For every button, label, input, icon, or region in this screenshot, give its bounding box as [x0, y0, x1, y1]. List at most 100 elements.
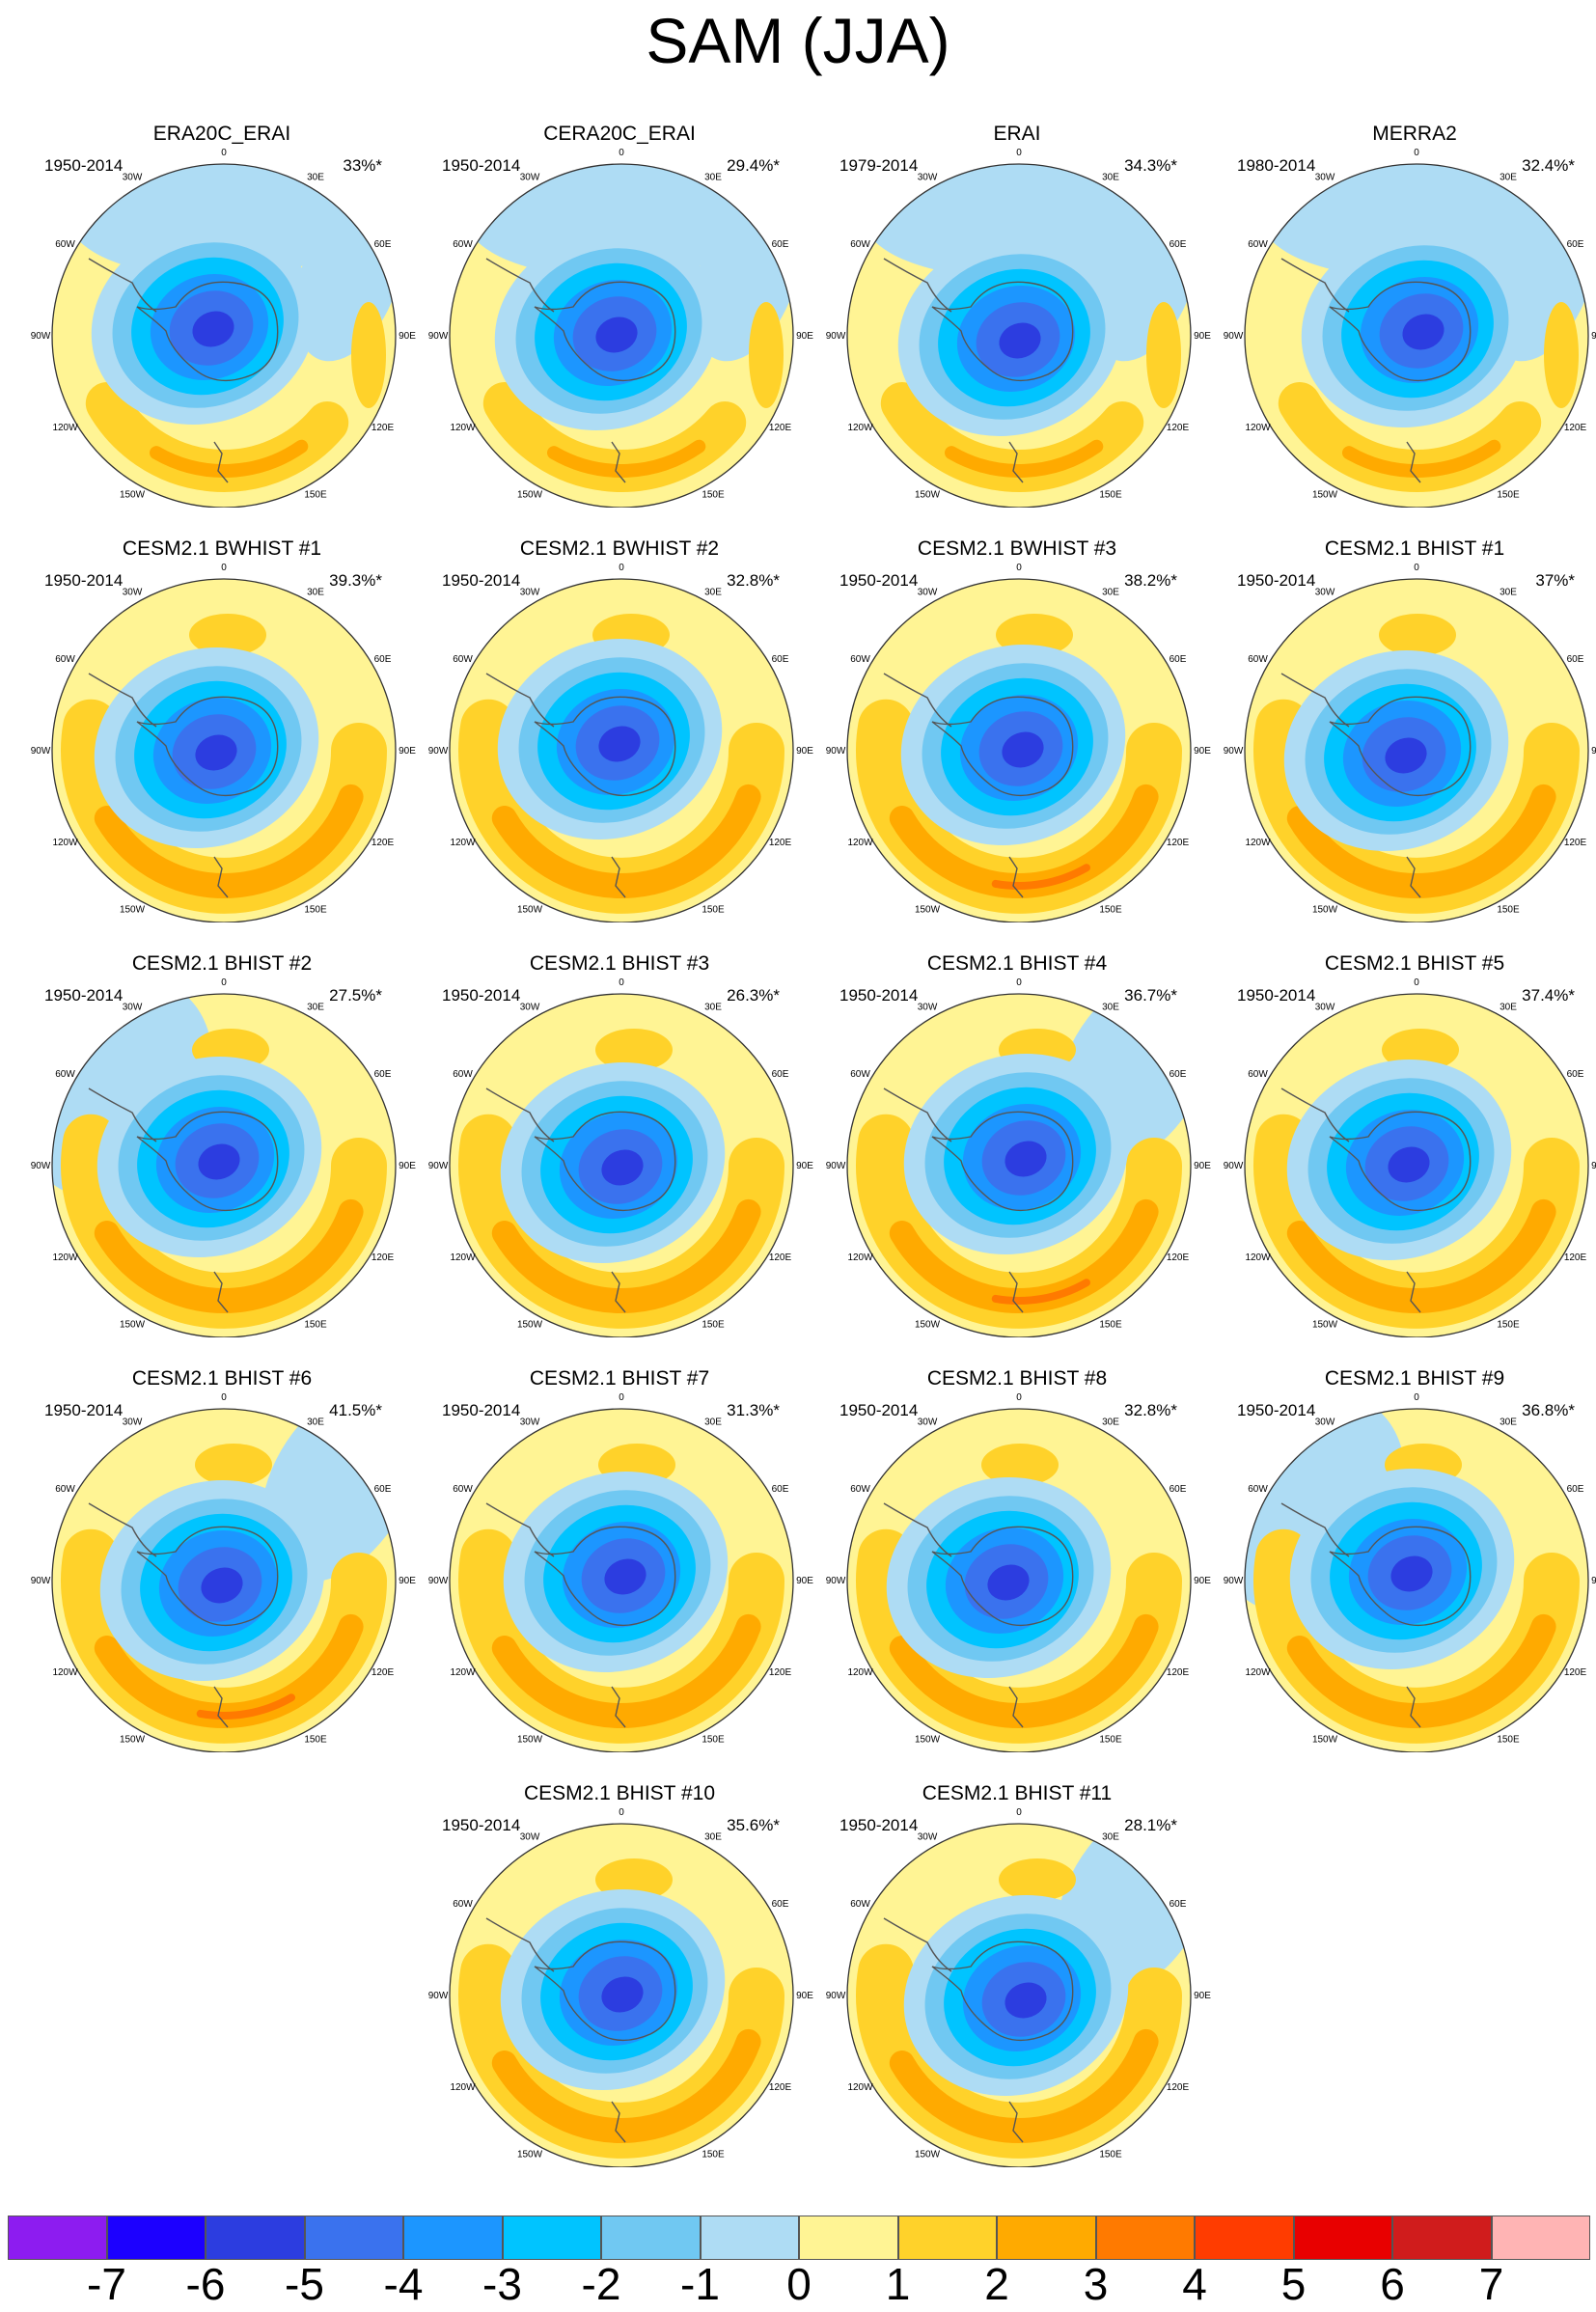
map-boundary [51, 578, 397, 922]
longitude-label: 120W [847, 1252, 873, 1263]
longitude-label: 30E [1102, 1832, 1119, 1843]
longitude-label: 120W [1245, 1252, 1271, 1263]
contour-positive-belt-core [491, 2028, 761, 2143]
longitude-label: 60E [1567, 1069, 1584, 1080]
colorbar-box [997, 2216, 1096, 2260]
antarctica-coastline [931, 1111, 1074, 1212]
south-america-coastline [88, 1087, 157, 1142]
contour-positive-east [749, 302, 784, 408]
map-boundary [449, 578, 794, 922]
longitude-label: 90E [399, 1161, 416, 1171]
new-zealand-coastline [1008, 2101, 1024, 2143]
longitude-label: 120E [769, 1667, 792, 1678]
colorbar-box [106, 2216, 206, 2260]
colorbar-label: 6 [1380, 2259, 1405, 2309]
antarctica-coastline [136, 696, 279, 797]
south-america-coastline [88, 1502, 157, 1557]
contour-negative-level [1385, 737, 1427, 774]
colorbar-box [304, 2216, 403, 2260]
south-america-coastline [485, 1917, 555, 1972]
polar-map: 030E60E90E120E150E180150W120W90W60W30W [826, 977, 1211, 1337]
panel-title: CERA20C_ERAI [543, 123, 696, 145]
contour-negative-level [1390, 1555, 1433, 1592]
longitude-label: 30E [704, 1417, 722, 1428]
longitude-label: 90W [31, 1161, 51, 1171]
map-panel: 030E60E90E120E150E180150W120W90W60W30WCE… [818, 1366, 1216, 1752]
longitude-label: 30W [1315, 173, 1335, 183]
colorbar: -7 -6 -5 -4 -3 -2 -1 0 1 2 3 4 5 6 7 [8, 2216, 1590, 2308]
longitude-label: 150W [517, 2150, 543, 2161]
map-boundary [449, 993, 794, 1337]
map-panel: 030E60E90E120E150E180150W120W90W60W30WCE… [818, 951, 1216, 1337]
longitude-label: 120W [450, 2082, 476, 2093]
contour-positive-north [981, 1444, 1059, 1486]
contour-negative-north [865, 164, 1154, 278]
map-boundary [1244, 163, 1589, 508]
south-america-coastline [1280, 258, 1350, 313]
longitude-label: 150W [517, 1320, 543, 1331]
longitude-label: 120E [1564, 1667, 1587, 1678]
panel-variance: 36.7%* [1124, 986, 1177, 1005]
longitude-label: 90E [1194, 746, 1211, 757]
south-america-coastline [883, 673, 952, 728]
map-panel: 030E60E90E120E150E180150W120W90W60W30WCE… [421, 1781, 818, 2167]
panel-period: 1980-2014 [1237, 156, 1316, 175]
antarctica-coastline [1329, 281, 1472, 382]
longitude-label: 120W [847, 838, 873, 848]
longitude-label: 90E [796, 331, 813, 342]
antarctica-coastline [931, 1940, 1074, 2042]
contour-positive-belt-core [1342, 439, 1501, 478]
contour-negative-level [987, 1564, 1030, 1601]
longitude-label: 30W [918, 1417, 938, 1428]
longitude-label: 150W [517, 490, 543, 501]
polar-map: 030E60E90E120E150E180150W120W90W60W30W [428, 563, 813, 922]
polar-map: 030E60E90E120E150E180150W120W90W60W30W [1224, 977, 1596, 1337]
longitude-label: 150E [702, 1735, 725, 1746]
polar-map: 030E60E90E120E150E180150W120W90W60W30W [1224, 148, 1596, 508]
longitude-label: 60E [374, 239, 392, 250]
longitude-label: 60W [55, 1069, 75, 1080]
panel-period: 1950-2014 [44, 571, 124, 590]
longitude-label: 0 [1414, 148, 1419, 158]
panel-period: 1950-2014 [1237, 986, 1316, 1005]
longitude-label: 60W [850, 1899, 870, 1910]
longitude-label: 150E [304, 1320, 327, 1331]
longitude-label: 90E [399, 746, 416, 757]
panel-variance: 31.3%* [727, 1401, 780, 1419]
panel-variance: 32.4%* [1522, 156, 1575, 175]
longitude-label: 30W [520, 1003, 540, 1013]
colorbar-box [897, 2216, 997, 2260]
longitude-label: 150W [915, 490, 941, 501]
panel-period: 1950-2014 [839, 1816, 919, 1834]
longitude-label: 120E [371, 838, 395, 848]
longitude-label: 0 [1016, 977, 1022, 988]
panel-title: MERRA2 [1372, 123, 1457, 145]
longitude-label: 30W [918, 1003, 938, 1013]
south-america-coastline [485, 673, 555, 728]
panel-title: CESM2.1 BHIST #8 [926, 1367, 1108, 1390]
longitude-label: 60W [1248, 1069, 1268, 1080]
colorbar-label: -5 [285, 2259, 324, 2309]
longitude-label: 60W [850, 1069, 870, 1080]
new-zealand-coastline [1008, 856, 1024, 898]
panel-variance: 37.4%* [1522, 986, 1575, 1005]
longitude-label: 60E [1169, 1069, 1187, 1080]
polar-map: 030E60E90E120E150E180150W120W90W60W30W [826, 1392, 1211, 1752]
longitude-label: 0 [1414, 563, 1419, 573]
longitude-label: 120E [1167, 423, 1190, 433]
panel-variance: 33%* [343, 156, 382, 175]
panel-variance: 38.2%* [1124, 571, 1177, 590]
longitude-label: 60E [772, 1899, 789, 1910]
antarctica-coastline [136, 1111, 279, 1212]
colorbar-label: 2 [984, 2259, 1009, 2309]
page-title: SAM (JJA) [646, 5, 950, 76]
longitude-label: 150W [517, 1735, 543, 1746]
panel-title: CESM2.1 BHIST #3 [529, 952, 710, 975]
longitude-label: 120E [769, 838, 792, 848]
longitude-label: 120E [769, 423, 792, 433]
panel-variance: 37%* [1535, 571, 1575, 590]
longitude-label: 60E [1567, 654, 1584, 665]
panel-variance: 39.3%* [329, 571, 382, 590]
longitude-label: 30W [123, 1003, 143, 1013]
